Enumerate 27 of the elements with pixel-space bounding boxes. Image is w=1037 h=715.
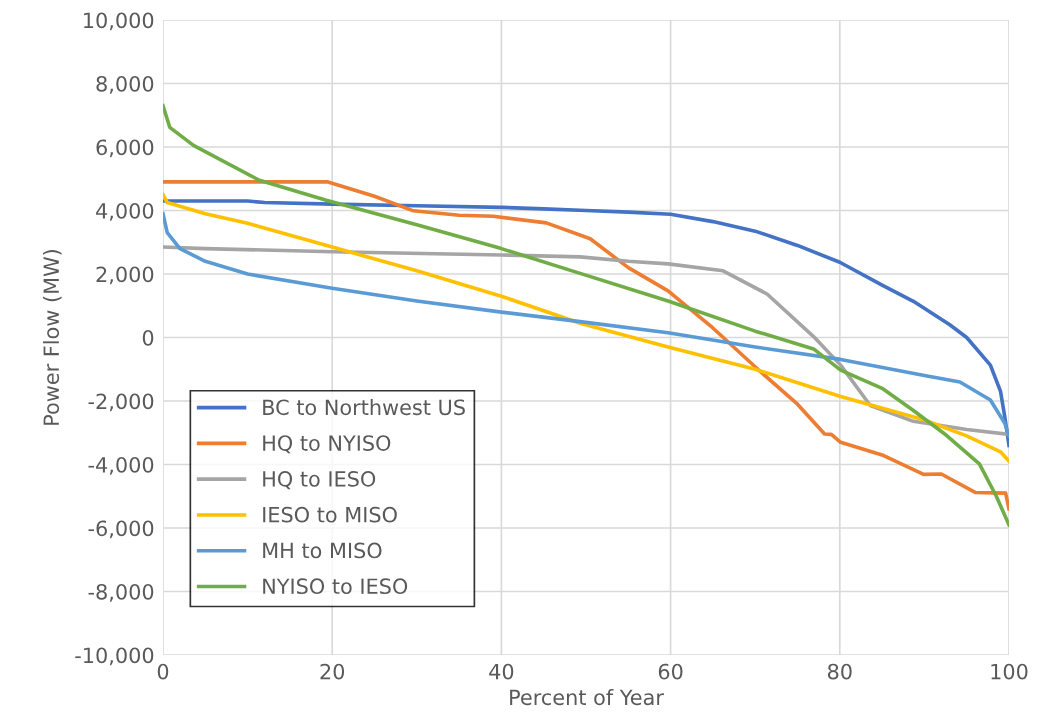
y-axis-title: Power Flow (MW) <box>42 249 62 425</box>
legend-label: NYISO to IESO <box>263 578 408 595</box>
legend-label: HQ to IESO <box>263 470 376 490</box>
x-tick-label: 100 <box>991 663 1028 680</box>
y-tick-label: -8,000 <box>88 583 154 602</box>
x-tick-label: 40 <box>489 663 514 680</box>
line-series <box>163 103 1009 527</box>
line-series <box>163 245 1009 437</box>
legend-label: IESO to MISO <box>263 506 397 523</box>
y-tick-label: 6,000 <box>96 139 154 158</box>
x-tick-label: 20 <box>320 663 345 680</box>
y-tick-label: -10,000 <box>75 647 154 666</box>
x-axis-title: Percent of Year <box>510 689 664 706</box>
y-tick-label: 10,000 <box>84 12 154 31</box>
y-tick-label: -2,000 <box>88 393 154 412</box>
y-tick-label: 8,000 <box>96 75 154 94</box>
y-tick-label: -6,000 <box>88 520 154 539</box>
x-tick-label: 0 <box>157 663 169 680</box>
y-tick-label: 4,000 <box>96 202 154 221</box>
legend-label: MH to MISO <box>263 542 382 559</box>
y-tick-label: 2,000 <box>96 266 154 285</box>
y-tick-label: -4,000 <box>88 456 154 475</box>
legend-label: BC to Northwest US <box>263 399 465 416</box>
x-tick-label: 80 <box>827 663 852 680</box>
x-tick-label: 60 <box>658 663 683 680</box>
legend-label: HQ to NYISO <box>263 435 391 454</box>
y-tick-label: 0 <box>142 329 154 346</box>
